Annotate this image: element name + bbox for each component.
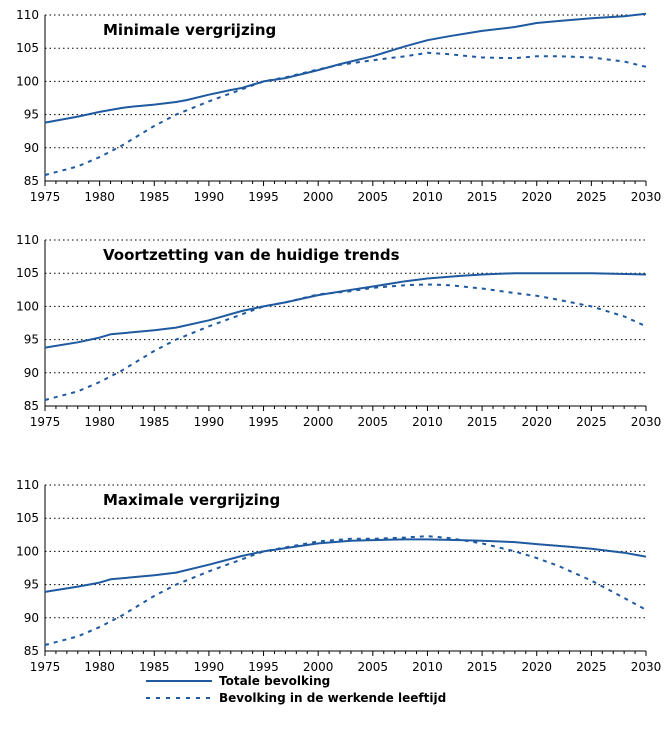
y-tick-label-100: 100 — [16, 544, 39, 558]
chart-title: Maximale vergrijzing — [103, 491, 280, 509]
x-tick-label-2010: 2010 — [412, 190, 443, 204]
x-tick-label-2005: 2005 — [358, 660, 389, 674]
x-tick-label-2005: 2005 — [358, 190, 389, 204]
y-tick-label-85: 85 — [24, 399, 39, 413]
x-tick-label-1990: 1990 — [194, 660, 225, 674]
x-tick-label-1985: 1985 — [139, 190, 170, 204]
x-tick-label-1980: 1980 — [84, 660, 115, 674]
series-line-werkende-leeftijd — [44, 535, 647, 646]
x-tick-label-2030: 2030 — [631, 190, 662, 204]
chart-panel-3: 85 90 95 100 105 110 1975 1980 1985 1990 1995 2000 2… — [16, 478, 661, 674]
series-line-werkende-leeftijd — [44, 283, 647, 401]
x-tick-label-2010: 2010 — [412, 415, 443, 429]
legend: Totale bevolking Bevolking in de werkende… — [146, 674, 446, 705]
y-tick-label-105: 105 — [16, 41, 39, 55]
x-tick-label-2015: 2015 — [467, 190, 498, 204]
x-tick-label-1995: 1995 — [248, 660, 279, 674]
x-tick-label-2025: 2025 — [576, 660, 607, 674]
chart-panel-2: 85 90 95 100 105 110 1975 1980 1985 1990 1995 2000 2… — [16, 233, 661, 429]
y-tick-label-100: 100 — [16, 74, 39, 88]
y-tick-label-95: 95 — [24, 333, 39, 347]
x-tick-label-1985: 1985 — [139, 415, 170, 429]
x-tick-label-2015: 2015 — [467, 415, 498, 429]
x-tick-label-1990: 1990 — [194, 190, 225, 204]
y-tick-label-90: 90 — [24, 366, 39, 380]
x-tick-label-2010: 2010 — [412, 660, 443, 674]
x-tick-label-1990: 1990 — [194, 415, 225, 429]
series-line-werkende-leeftijd — [44, 51, 647, 176]
x-tick-label-1980: 1980 — [84, 190, 115, 204]
y-tick-label-95: 95 — [24, 578, 39, 592]
x-tick-label-2020: 2020 — [521, 415, 552, 429]
x-tick-label-1975: 1975 — [30, 660, 61, 674]
y-tick-label-110: 110 — [16, 8, 39, 22]
y-tick-label-105: 105 — [16, 511, 39, 525]
x-tick-label-2015: 2015 — [467, 660, 498, 674]
y-tick-label-90: 90 — [24, 611, 39, 625]
chart-title: Minimale vergrijzing — [103, 21, 276, 39]
x-tick-label-1995: 1995 — [248, 415, 279, 429]
x-tick-label-2030: 2030 — [631, 415, 662, 429]
chart-title: Voortzetting van de huidige trends — [103, 246, 400, 264]
y-tick-label-105: 105 — [16, 266, 39, 280]
x-tick-label-2000: 2000 — [303, 660, 334, 674]
x-tick-label-2005: 2005 — [358, 415, 389, 429]
y-tick-label-95: 95 — [24, 108, 39, 122]
y-tick-label-90: 90 — [24, 141, 39, 155]
x-tick-label-1975: 1975 — [30, 415, 61, 429]
y-tick-label-85: 85 — [24, 644, 39, 658]
x-tick-label-2025: 2025 — [576, 415, 607, 429]
series-line-totale-bevolking — [44, 12, 647, 124]
x-tick-label-2030: 2030 — [631, 660, 662, 674]
legend-label-2: Bevolking in de werkende leeftijd — [219, 691, 446, 705]
chart-panel-1: 85 90 95 100 105 110 1975 1980 1985 1990 1995 2000 2… — [16, 8, 661, 204]
legend-label-1: Totale bevolking — [219, 674, 330, 688]
series-line-totale-bevolking — [44, 272, 647, 349]
x-tick-label-1985: 1985 — [139, 660, 170, 674]
y-tick-label-100: 100 — [16, 299, 39, 313]
x-tick-label-2020: 2020 — [521, 190, 552, 204]
x-tick-label-1980: 1980 — [84, 415, 115, 429]
y-tick-label-85: 85 — [24, 174, 39, 188]
x-tick-label-1995: 1995 — [248, 190, 279, 204]
series-line-totale-bevolking — [44, 538, 647, 593]
y-tick-label-110: 110 — [16, 478, 39, 492]
x-tick-label-2000: 2000 — [303, 415, 334, 429]
x-tick-label-1975: 1975 — [30, 190, 61, 204]
y-tick-label-110: 110 — [16, 233, 39, 247]
x-tick-label-2025: 2025 — [576, 190, 607, 204]
x-tick-label-2000: 2000 — [303, 190, 334, 204]
x-tick-label-2020: 2020 — [521, 660, 552, 674]
